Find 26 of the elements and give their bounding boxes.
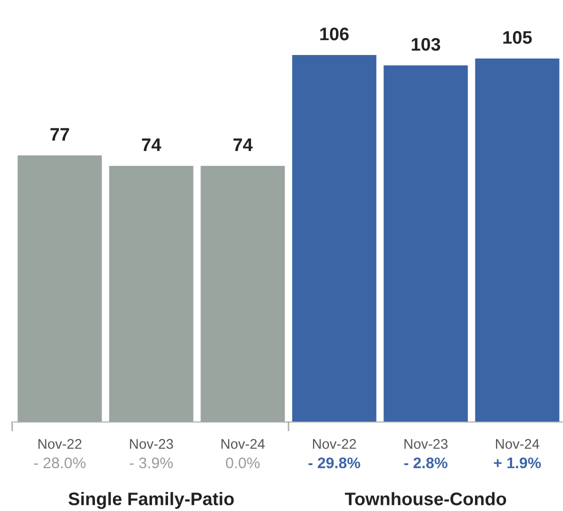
text: - 29.8% — [308, 457, 360, 468]
x-tick-label: Nov-23 — [404, 439, 448, 449]
data-label: 74 — [233, 138, 253, 151]
x-tick-label: Nov-24 — [496, 439, 540, 449]
x-tick-label: Nov-22 — [38, 439, 82, 449]
text: - 3.9% — [130, 457, 173, 468]
data-label: 106 — [320, 28, 349, 40]
bar — [292, 55, 376, 422]
data-label: 105 — [503, 31, 532, 44]
data-label: 77 — [50, 128, 69, 141]
bar — [475, 58, 560, 422]
bar — [109, 166, 194, 422]
x-tick-label: Nov-23 — [130, 439, 174, 449]
text: + 1.9% — [494, 457, 541, 468]
data-label: 74 — [142, 138, 162, 151]
data-label: 103 — [412, 38, 440, 51]
x-tick-label: Nov-22 — [313, 439, 356, 449]
bar — [200, 166, 285, 422]
x-tick-label: Nov-24 — [222, 439, 265, 449]
text: 0.0% — [226, 457, 260, 468]
text: - 2.8% — [404, 457, 448, 468]
bar — [384, 65, 468, 422]
text: Single Family-Patio — [68, 492, 234, 509]
text: Townhouse-Condo — [344, 492, 506, 506]
bar — [18, 155, 102, 422]
text: - 28.0% — [34, 457, 86, 468]
